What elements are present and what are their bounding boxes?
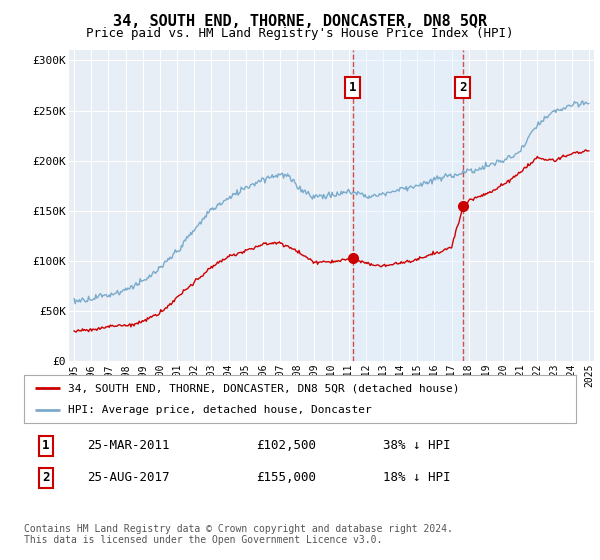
- Text: 2: 2: [459, 81, 467, 94]
- Text: £155,000: £155,000: [256, 471, 316, 484]
- Text: 34, SOUTH END, THORNE, DONCASTER, DN8 5QR (detached house): 34, SOUTH END, THORNE, DONCASTER, DN8 5Q…: [68, 383, 460, 393]
- Text: 2: 2: [43, 471, 50, 484]
- Text: HPI: Average price, detached house, Doncaster: HPI: Average price, detached house, Donc…: [68, 405, 372, 415]
- Text: 38% ↓ HPI: 38% ↓ HPI: [383, 439, 450, 452]
- Bar: [353, 50, 463, 361]
- Text: 25-MAR-2011: 25-MAR-2011: [88, 439, 170, 452]
- Text: 18% ↓ HPI: 18% ↓ HPI: [383, 471, 450, 484]
- Text: Price paid vs. HM Land Registry's House Price Index (HPI): Price paid vs. HM Land Registry's House …: [86, 27, 514, 40]
- Text: £102,500: £102,500: [256, 439, 316, 452]
- Text: 34, SOUTH END, THORNE, DONCASTER, DN8 5QR: 34, SOUTH END, THORNE, DONCASTER, DN8 5Q…: [113, 14, 487, 29]
- Text: 25-AUG-2017: 25-AUG-2017: [88, 471, 170, 484]
- Text: Contains HM Land Registry data © Crown copyright and database right 2024.
This d: Contains HM Land Registry data © Crown c…: [24, 524, 453, 545]
- Text: 1: 1: [349, 81, 356, 94]
- Text: 1: 1: [43, 439, 50, 452]
